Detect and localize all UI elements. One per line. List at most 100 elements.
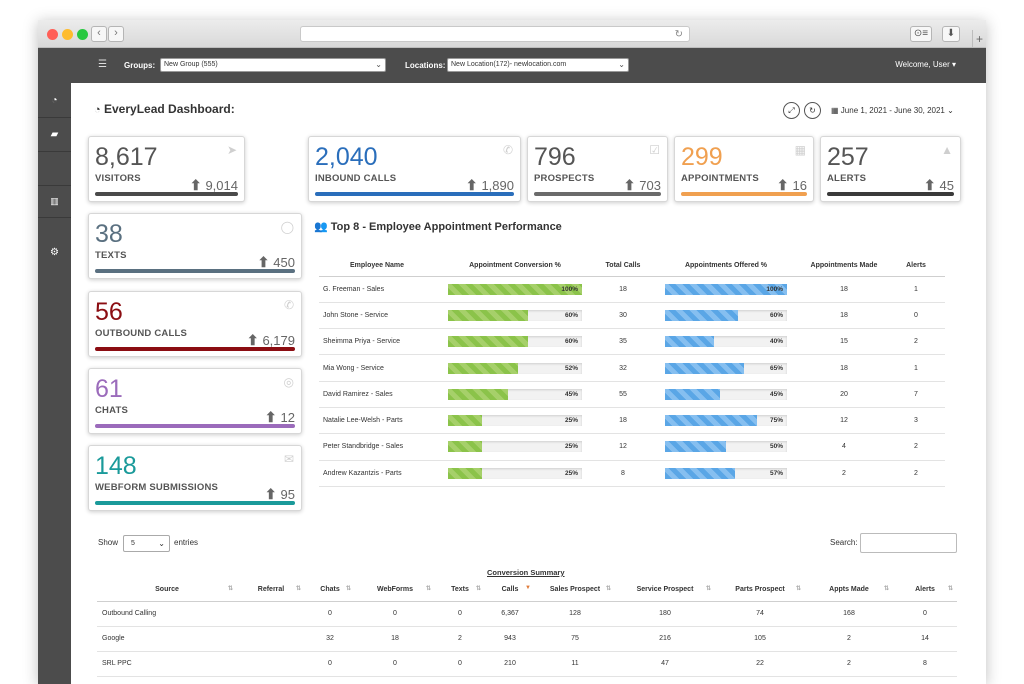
arrow-up-icon: ⬆: [264, 409, 281, 425]
column-header[interactable]: Appointments Made: [801, 256, 887, 277]
source-name: Google: [97, 626, 237, 652]
arrow-up-icon: ⬆: [246, 332, 263, 348]
column-header[interactable]: Texts ⇅: [435, 578, 485, 602]
reports-icon[interactable]: ▥: [50, 196, 59, 206]
date-range-picker[interactable]: ▦ June 1, 2021 - June 30, 2021 ⌄: [831, 106, 954, 115]
close-dot[interactable]: [47, 29, 58, 40]
entries-select[interactable]: 5 ⌄: [123, 535, 170, 552]
user-menu[interactable]: Welcome, User ▾: [895, 60, 956, 69]
offered-percent: 40%: [769, 338, 783, 346]
sidebar-divider: [38, 117, 71, 118]
stat-trend: ⬆ 6,179: [247, 332, 295, 349]
column-header[interactable]: Alerts: [887, 256, 945, 277]
app-topbar: ☰ Groups: New Group (555) ⌄ Locations: N…: [38, 48, 986, 83]
stat-card-texts[interactable]: 38 TEXTS ◯ ⬆ 450: [88, 213, 302, 279]
refresh-icon[interactable]: ↻: [804, 102, 821, 119]
entries-select-value: 5: [131, 540, 135, 547]
column-header[interactable]: Sales Prospect ⇅: [535, 578, 615, 602]
column-header-label: Sales Prospect: [549, 585, 601, 593]
groups-select[interactable]: New Group (555) ⌄: [160, 58, 386, 72]
conversion-cell: 100%: [435, 276, 595, 303]
column-header[interactable]: Source ⇅: [97, 578, 237, 602]
performance-title-text: Top 8 - Employee Appointment Performance: [330, 221, 562, 233]
column-header[interactable]: Referral ⇅: [237, 578, 305, 602]
source-name: Outbound Calling: [97, 601, 237, 627]
table-row: Sheimma Priya - Service 60% 35 40% 15 2: [319, 328, 945, 356]
browser-chrome: ‹ › ↻ ⊙≡ ⬇ +: [38, 20, 986, 48]
stat-trend-value: 6,179: [262, 333, 295, 348]
settings-icon[interactable]: ⚙: [50, 247, 59, 258]
total-calls: 18: [595, 407, 651, 435]
column-header[interactable]: WebForms ⇅: [355, 578, 435, 602]
column-header[interactable]: Calls ▼: [485, 578, 535, 602]
conversion-progress-fill: [448, 441, 482, 453]
new-tab-icon[interactable]: +: [972, 30, 986, 48]
arrow-up-icon: ⬆: [264, 486, 281, 502]
table-cell: 6,367: [485, 601, 535, 627]
minimize-dot[interactable]: [62, 29, 73, 40]
stat-trend-value: 9,014: [205, 178, 238, 193]
locations-select[interactable]: New Location(172)- newlocation.com ⌄: [447, 58, 629, 72]
stat-trend-value: 45: [939, 178, 954, 193]
expand-icon[interactable]: ⤢: [783, 102, 800, 119]
table-row: Peter Standbridge - Sales 25% 12 50% 4 2: [319, 433, 945, 461]
menu-toggle-icon[interactable]: ☰: [98, 59, 107, 70]
stat-label: OUTBOUND CALLS: [95, 328, 187, 339]
reader-icon[interactable]: ⊙≡: [910, 26, 932, 42]
column-header[interactable]: Parts Prospect ⇅: [715, 578, 805, 602]
column-header[interactable]: Total Calls: [595, 256, 651, 277]
stat-card-visitors[interactable]: 8,617 VISITORS ➤ ⬆ 9,014: [88, 136, 245, 202]
dashboard-icon[interactable]: ◔: [51, 95, 58, 106]
stat-card-webform[interactable]: 148 WEBFORM SUBMISSIONS ✉ ⬆ 95: [88, 445, 302, 511]
offered-progress-bar: 65%: [665, 362, 787, 374]
locations-label: Locations:: [405, 61, 446, 70]
forward-button[interactable]: ›: [108, 26, 124, 42]
arrow-up-icon: ⬆: [189, 177, 206, 193]
alerts-count: 3: [887, 407, 945, 435]
conversion-progress-bar: 100%: [448, 283, 582, 295]
maximize-dot[interactable]: [77, 29, 88, 40]
column-header[interactable]: Alerts ⇅: [893, 578, 957, 602]
alerts-count: 1: [887, 354, 945, 382]
address-bar[interactable]: ↻: [300, 26, 690, 42]
search-input[interactable]: [860, 533, 957, 553]
arrow-up-icon: ⬆: [776, 177, 793, 193]
stat-trend-value: 1,890: [481, 178, 514, 193]
back-button[interactable]: ‹: [91, 26, 107, 42]
stat-card-chats[interactable]: 61 CHATS ◎ ⬆ 12: [88, 368, 302, 434]
table-cell: 216: [615, 626, 715, 652]
stat-trend-value: 703: [639, 178, 661, 193]
table-cell: 74: [715, 601, 805, 627]
column-header[interactable]: Appts Made ⇅: [805, 578, 893, 602]
stat-bar: [681, 192, 807, 196]
messages-icon[interactable]: ▰: [50, 129, 59, 140]
column-header[interactable]: Appointment Conversion %: [435, 256, 595, 277]
stat-card-prospects[interactable]: 796 PROSPECTS ☑ ⬆ 703: [527, 136, 668, 202]
stat-card-appointments[interactable]: 299 APPOINTMENTS ▦ ⬆ 16: [674, 136, 814, 202]
column-header[interactable]: Service Prospect ⇅: [615, 578, 715, 602]
column-header[interactable]: Appointments Offered %: [651, 256, 801, 277]
conversion-progress-fill: [448, 336, 529, 348]
offered-percent: 75%: [769, 417, 783, 425]
column-header[interactable]: Chats ⇅: [305, 578, 355, 602]
column-header-label: Calls: [501, 585, 519, 593]
table-cell: 8: [893, 651, 957, 677]
column-header[interactable]: Employee Name: [319, 256, 435, 277]
reload-icon[interactable]: ↻: [674, 29, 683, 40]
table-cell: 180: [615, 601, 715, 627]
stat-card-inbound[interactable]: 2,040 INBOUND CALLS ✆ ⬆ 1,890: [308, 136, 521, 202]
table-cell: [237, 601, 305, 627]
stat-card-outbound[interactable]: 56 OUTBOUND CALLS ✆ ⬆ 6,179: [88, 291, 302, 357]
download-icon[interactable]: ⬇: [942, 26, 960, 42]
offered-progress-fill: [665, 283, 787, 295]
stat-card-alerts[interactable]: 257 ALERTS ▲ ⬆ 45: [820, 136, 961, 202]
offered-cell: 45%: [651, 381, 801, 408]
sort-icon: ⇅: [425, 586, 431, 592]
stat-label: TEXTS: [95, 250, 127, 261]
column-header-label: WebForms: [376, 585, 414, 593]
column-header-label: Service Prospect: [636, 585, 694, 593]
date-range-text: June 1, 2021 - June 30, 2021: [840, 106, 945, 115]
column-header-label: Parts Prospect: [735, 585, 785, 593]
table-header-row: Employee Name Appointment Conversion % Tot…: [319, 256, 945, 277]
table-row: John Stone - Service 60% 30 60% 18 0: [319, 302, 945, 330]
